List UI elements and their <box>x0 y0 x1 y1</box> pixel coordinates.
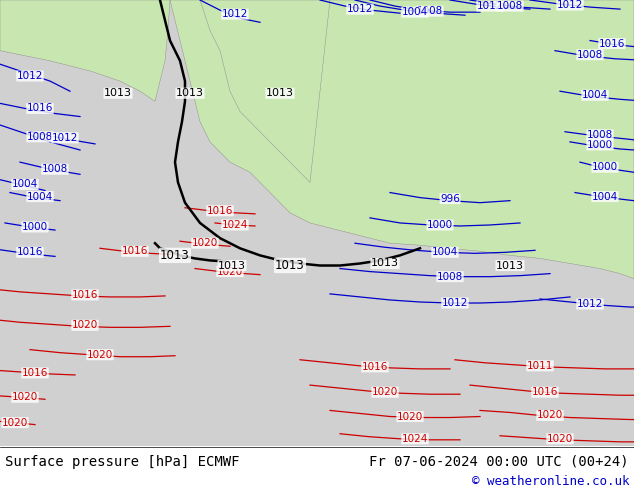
Text: 1016: 1016 <box>598 39 625 49</box>
Text: 1020: 1020 <box>537 411 563 420</box>
Text: 1016: 1016 <box>362 362 388 372</box>
Text: 1004: 1004 <box>582 90 608 100</box>
Text: 1020: 1020 <box>372 387 398 397</box>
Text: 1016: 1016 <box>17 247 43 257</box>
Text: 1012: 1012 <box>557 0 583 10</box>
Text: 1004: 1004 <box>592 192 618 201</box>
Text: 1016: 1016 <box>207 206 233 216</box>
Text: 1012: 1012 <box>347 4 373 14</box>
Text: 1013: 1013 <box>176 88 204 98</box>
Text: 1008: 1008 <box>27 132 53 142</box>
Text: 1012: 1012 <box>442 298 468 308</box>
Text: 1008: 1008 <box>577 49 603 60</box>
Text: 1013: 1013 <box>160 249 190 262</box>
Text: 1004: 1004 <box>27 192 53 201</box>
Text: Fr 07-06-2024 00:00 UTC (00+24): Fr 07-06-2024 00:00 UTC (00+24) <box>370 455 629 469</box>
Text: 1012: 1012 <box>222 9 248 19</box>
Text: 1020: 1020 <box>397 412 423 421</box>
Text: © weatheronline.co.uk: © weatheronline.co.uk <box>472 475 629 489</box>
Text: 1008: 1008 <box>437 271 463 282</box>
Text: 1020: 1020 <box>2 417 28 428</box>
Text: 1013: 1013 <box>266 88 294 98</box>
Text: 1004: 1004 <box>12 179 38 190</box>
Text: 1020: 1020 <box>192 238 218 248</box>
Text: 1012: 1012 <box>577 299 603 309</box>
Text: 1020: 1020 <box>87 350 113 360</box>
Text: 1012: 1012 <box>477 1 503 11</box>
Text: 1016: 1016 <box>122 246 148 256</box>
Text: 1013: 1013 <box>104 88 132 98</box>
Text: 1024: 1024 <box>222 220 248 230</box>
Text: 1008: 1008 <box>417 6 443 16</box>
Text: Surface pressure [hPa] ECMWF: Surface pressure [hPa] ECMWF <box>5 455 240 469</box>
Polygon shape <box>0 0 634 279</box>
Text: 1000: 1000 <box>22 222 48 232</box>
Text: 1013: 1013 <box>275 259 305 272</box>
Text: 1000: 1000 <box>592 162 618 172</box>
Text: 1000: 1000 <box>587 140 613 150</box>
Polygon shape <box>200 0 330 182</box>
Text: 1008: 1008 <box>497 1 523 11</box>
Text: 1013: 1013 <box>496 261 524 270</box>
Text: 1004: 1004 <box>432 247 458 257</box>
Text: 1020: 1020 <box>72 320 98 330</box>
Text: 1000: 1000 <box>427 220 453 230</box>
Text: 1013: 1013 <box>371 259 399 269</box>
Text: 1004: 1004 <box>402 7 428 17</box>
Text: 996: 996 <box>440 194 460 204</box>
Text: 1020: 1020 <box>547 434 573 444</box>
Text: 1016: 1016 <box>22 368 48 378</box>
Text: 1016: 1016 <box>27 103 53 113</box>
Text: 1024: 1024 <box>402 434 428 444</box>
Text: 1008: 1008 <box>42 164 68 174</box>
Text: 1012: 1012 <box>17 71 43 81</box>
Text: 1016: 1016 <box>532 387 558 397</box>
Text: 1020: 1020 <box>12 392 38 402</box>
Text: 1020: 1020 <box>217 267 243 276</box>
Text: 1016: 1016 <box>72 290 98 300</box>
Text: 1008: 1008 <box>587 130 613 140</box>
Text: 1013: 1013 <box>218 261 246 270</box>
Text: 1012: 1012 <box>52 133 78 143</box>
Text: 1011: 1011 <box>527 361 553 371</box>
